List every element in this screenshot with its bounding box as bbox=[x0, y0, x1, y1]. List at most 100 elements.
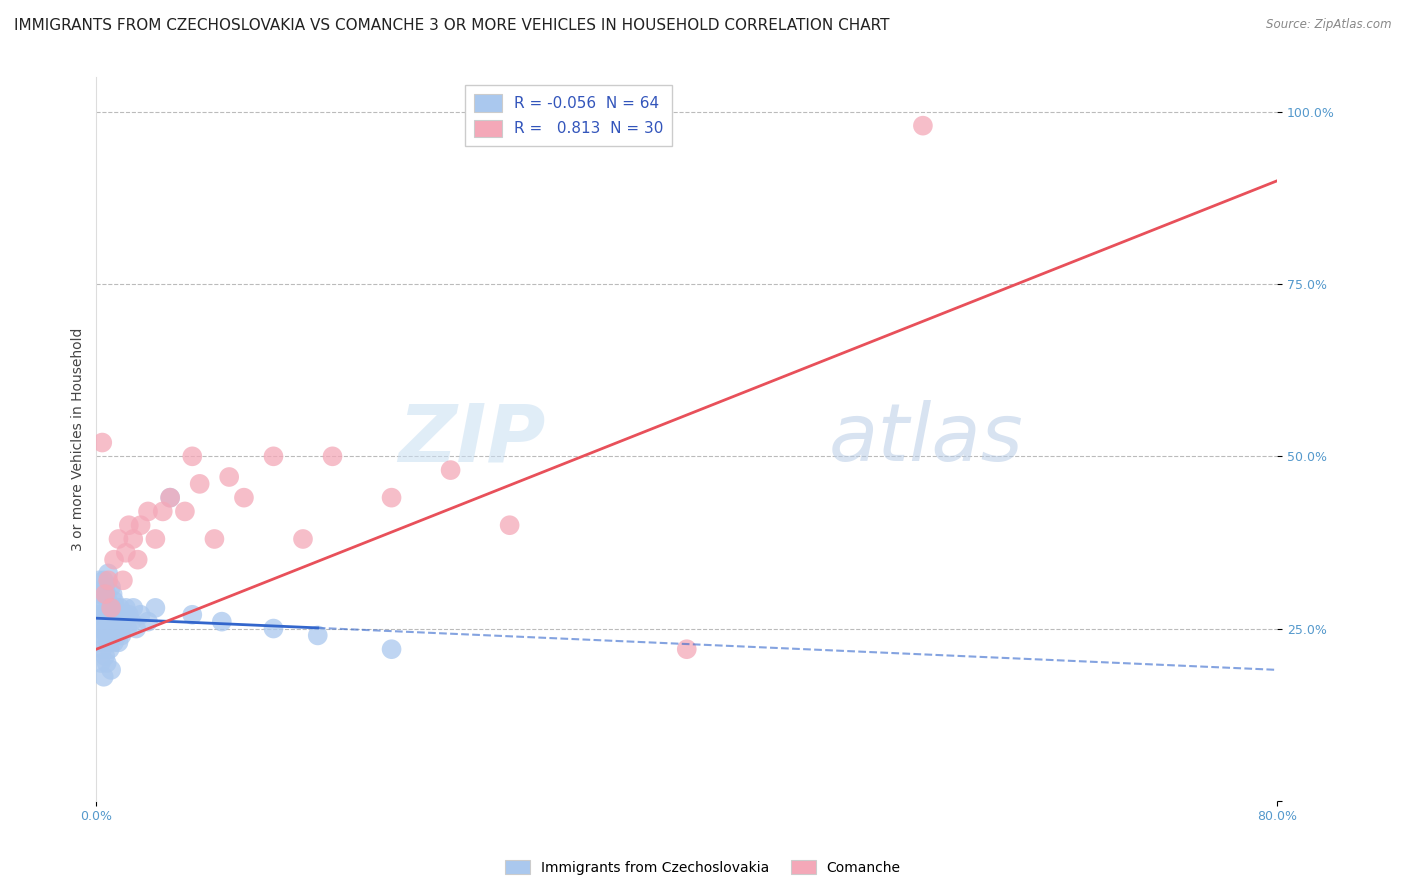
Point bbox=[97, 594, 120, 608]
Point bbox=[96, 607, 118, 622]
Point bbox=[100, 600, 122, 615]
Point bbox=[211, 615, 233, 629]
Point bbox=[675, 642, 697, 657]
Point bbox=[100, 663, 122, 677]
Text: atlas: atlas bbox=[828, 401, 1024, 478]
Point bbox=[89, 574, 111, 588]
Point bbox=[188, 476, 211, 491]
Point bbox=[110, 628, 132, 642]
Point bbox=[181, 450, 204, 464]
Point bbox=[108, 600, 131, 615]
Point bbox=[94, 580, 117, 594]
Point bbox=[129, 518, 152, 533]
Point bbox=[94, 622, 117, 636]
Point bbox=[218, 470, 240, 484]
Point bbox=[159, 491, 181, 505]
Point bbox=[107, 635, 129, 649]
Point bbox=[93, 628, 115, 642]
Point bbox=[91, 642, 114, 657]
Point bbox=[122, 600, 145, 615]
Point bbox=[94, 607, 117, 622]
Point bbox=[121, 615, 143, 629]
Point bbox=[104, 622, 127, 636]
Point bbox=[91, 594, 114, 608]
Point bbox=[97, 635, 120, 649]
Point bbox=[103, 615, 125, 629]
Point bbox=[263, 622, 285, 636]
Point bbox=[380, 491, 402, 505]
Point bbox=[90, 587, 112, 601]
Point bbox=[96, 628, 118, 642]
Point bbox=[96, 587, 118, 601]
Point bbox=[94, 649, 117, 664]
Point bbox=[101, 607, 124, 622]
Point bbox=[105, 628, 128, 642]
Point bbox=[233, 491, 256, 505]
Point bbox=[122, 532, 145, 546]
Legend: Immigrants from Czechoslovakia, Comanche: Immigrants from Czechoslovakia, Comanche bbox=[499, 855, 907, 880]
Point bbox=[145, 600, 167, 615]
Point bbox=[292, 532, 315, 546]
Point bbox=[98, 607, 121, 622]
Point bbox=[98, 642, 121, 657]
Point bbox=[91, 615, 114, 629]
Point bbox=[136, 615, 159, 629]
Point bbox=[307, 628, 329, 642]
Text: Source: ZipAtlas.com: Source: ZipAtlas.com bbox=[1267, 18, 1392, 31]
Point bbox=[97, 574, 120, 588]
Point bbox=[911, 119, 934, 133]
Point bbox=[118, 518, 141, 533]
Text: ZIP: ZIP bbox=[398, 401, 546, 478]
Point bbox=[97, 615, 120, 629]
Point bbox=[174, 504, 197, 518]
Point bbox=[380, 642, 402, 657]
Point bbox=[101, 587, 124, 601]
Point bbox=[127, 552, 149, 566]
Point bbox=[181, 607, 204, 622]
Point bbox=[91, 435, 114, 450]
Point bbox=[125, 622, 148, 636]
Point bbox=[136, 504, 159, 518]
Point bbox=[98, 628, 121, 642]
Point bbox=[90, 622, 112, 636]
Point bbox=[97, 566, 120, 581]
Point bbox=[100, 600, 122, 615]
Point bbox=[439, 463, 461, 477]
Point bbox=[90, 656, 112, 670]
Point bbox=[152, 504, 174, 518]
Y-axis label: 3 or more Vehicles in Household: 3 or more Vehicles in Household bbox=[72, 327, 86, 550]
Point bbox=[103, 552, 125, 566]
Point bbox=[321, 450, 343, 464]
Point bbox=[104, 600, 127, 615]
Point bbox=[111, 574, 134, 588]
Point bbox=[93, 670, 115, 684]
Point bbox=[87, 635, 110, 649]
Point bbox=[263, 450, 285, 464]
Point bbox=[204, 532, 226, 546]
Legend: R = -0.056  N = 64, R =   0.813  N = 30: R = -0.056 N = 64, R = 0.813 N = 30 bbox=[465, 85, 672, 146]
Text: IMMIGRANTS FROM CZECHOSLOVAKIA VS COMANCHE 3 OR MORE VEHICLES IN HOUSEHOLD CORRE: IMMIGRANTS FROM CZECHOSLOVAKIA VS COMANC… bbox=[14, 18, 890, 33]
Point bbox=[159, 491, 181, 505]
Point bbox=[100, 580, 122, 594]
Point bbox=[115, 600, 138, 615]
Point bbox=[103, 635, 125, 649]
Point bbox=[145, 532, 167, 546]
Point bbox=[108, 622, 131, 636]
Point bbox=[93, 600, 115, 615]
Point bbox=[129, 607, 152, 622]
Point bbox=[101, 628, 124, 642]
Point bbox=[118, 607, 141, 622]
Point bbox=[100, 622, 122, 636]
Point bbox=[93, 574, 115, 588]
Point bbox=[115, 546, 138, 560]
Point bbox=[107, 615, 129, 629]
Point bbox=[112, 607, 135, 622]
Point bbox=[94, 587, 117, 601]
Point bbox=[89, 607, 111, 622]
Point bbox=[111, 615, 134, 629]
Point bbox=[96, 656, 118, 670]
Point bbox=[103, 594, 125, 608]
Point bbox=[498, 518, 520, 533]
Point bbox=[107, 532, 129, 546]
Point bbox=[105, 607, 128, 622]
